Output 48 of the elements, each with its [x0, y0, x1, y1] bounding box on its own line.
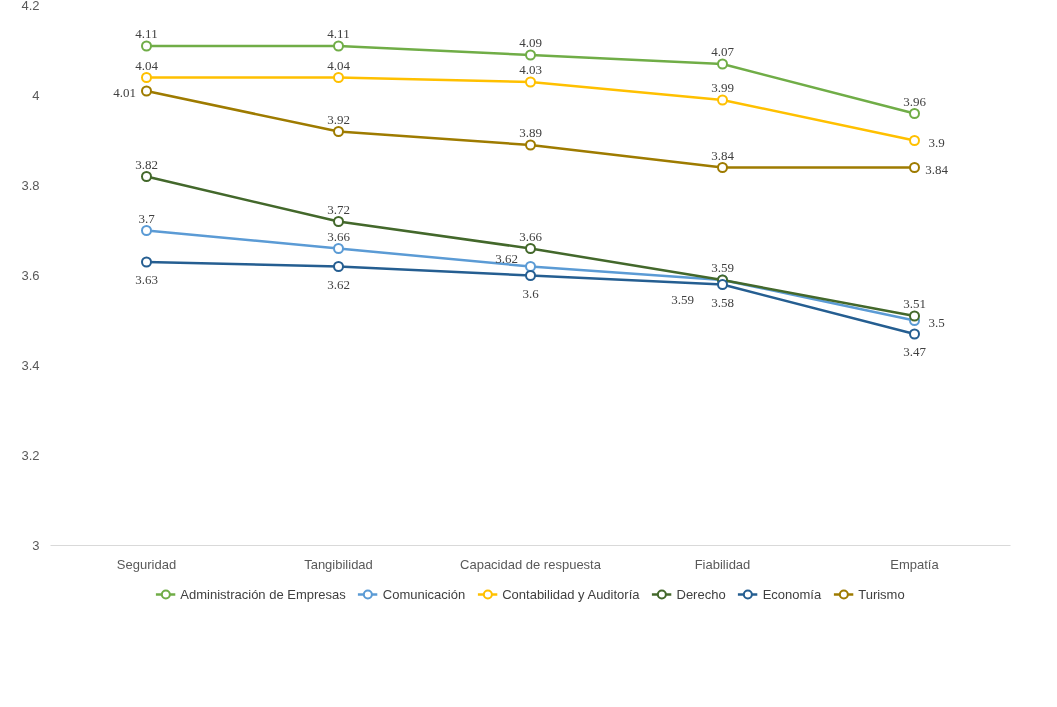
data-label: 3.66 [327, 228, 351, 244]
x-tick-label: Empatía [890, 556, 940, 572]
data-label: 3.96 [903, 93, 927, 109]
data-label: 3.5 [928, 314, 945, 330]
y-tick-label: 3 [32, 538, 40, 553]
x-tick-label: Seguridad [116, 556, 177, 572]
legend-label: Derecho [676, 586, 726, 602]
x-tick-label: Tangibilidad [304, 556, 373, 572]
data-label: 3.72 [327, 201, 350, 217]
data-label: 3.47 [903, 344, 927, 359]
data-label: 3.82 [135, 156, 158, 172]
y-tick-label: 3.8 [21, 178, 40, 193]
legend-label: Contabilidad y Auditoría [502, 586, 640, 602]
data-label: 3.84 [925, 161, 949, 177]
y-tick-label: 3.6 [21, 268, 40, 283]
data-label: 3.99 [711, 80, 734, 95]
data-label: 3.66 [519, 228, 543, 244]
legend-label: Economía [762, 586, 822, 602]
y-tick-label: 3.2 [21, 448, 40, 463]
data-label: 3.9 [928, 134, 945, 150]
data-label: 3.89 [519, 125, 542, 140]
data-label: 3.6 [522, 285, 540, 301]
x-tick-label: Capacidad de respuesta [460, 556, 602, 572]
data-label: 4.04 [135, 57, 159, 73]
data-label: 3.59 [711, 260, 734, 275]
x-tick-label: Fiabilidad [694, 556, 751, 572]
y-tick-label: 4.2 [21, 0, 40, 13]
data-label: 4.01 [113, 85, 136, 100]
data-label: 3.7 [138, 210, 156, 226]
data-label: 4.11 [327, 26, 350, 41]
data-label: 3.59 [671, 292, 694, 307]
data-label: 3.63 [135, 272, 158, 287]
y-tick-label: 3.4 [21, 358, 40, 373]
data-label: 3.58 [711, 294, 734, 310]
data-label: 4.11 [135, 26, 158, 41]
data-label: 4.04 [327, 57, 351, 73]
data-label: 4.09 [519, 35, 542, 50]
legend-label: Comunicación [382, 586, 466, 602]
data-label: 4.03 [519, 62, 542, 77]
data-label: 3.51 [903, 296, 926, 311]
data-label: 4.07 [711, 44, 735, 59]
data-label: 3.92 [327, 111, 350, 127]
data-label: 3.84 [711, 147, 735, 163]
data-label: 3.62 [495, 250, 518, 266]
data-label: 3.62 [327, 276, 350, 292]
legend-label: Administración de Empresas [180, 586, 346, 602]
y-tick-label: 4 [32, 88, 40, 103]
legend-label: Turismo [858, 586, 905, 602]
